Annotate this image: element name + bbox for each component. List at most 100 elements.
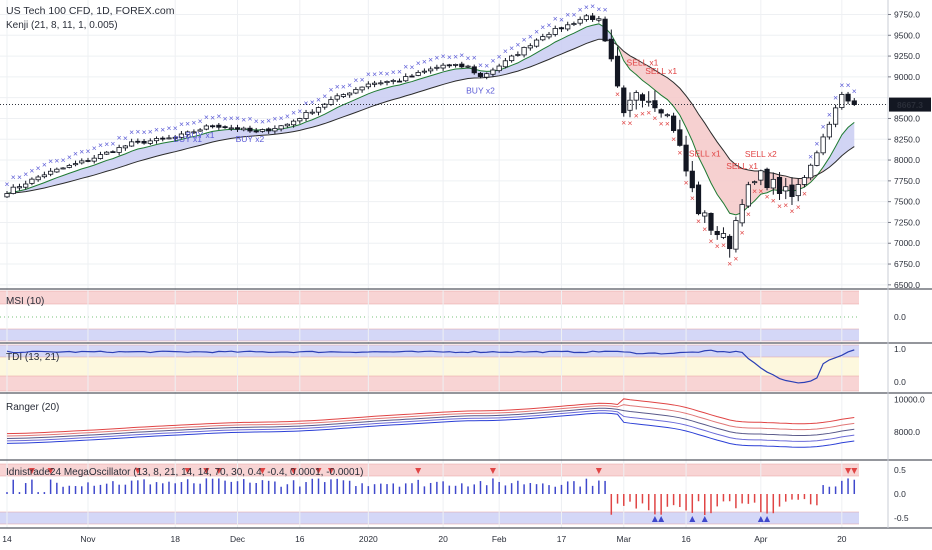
candle — [185, 130, 191, 137]
mega-oscillator-pane[interactable] — [6, 468, 858, 522]
buy-marker: × — [123, 133, 128, 143]
candle-body — [633, 92, 639, 101]
candle-body — [671, 115, 677, 131]
price-tick-label: 9750.0 — [894, 9, 920, 19]
candle-body — [135, 140, 141, 143]
buy-marker: × — [48, 156, 53, 166]
candle-body — [502, 60, 509, 68]
candle — [677, 119, 683, 147]
sell-marker: × — [783, 200, 788, 210]
candle — [695, 181, 702, 216]
candle — [465, 64, 471, 69]
candle-body — [421, 70, 428, 73]
candle — [266, 127, 272, 134]
kenji-indicator-title: Kenji (21, 8, 11, 1, 0.005) — [6, 20, 118, 31]
candle-body — [552, 28, 558, 35]
candle-body — [365, 83, 371, 88]
candle-body — [340, 94, 347, 97]
candle — [583, 14, 589, 22]
candle-body — [110, 151, 116, 154]
buy-marker: × — [459, 50, 464, 60]
price-pane[interactable]: ×× × × × × × × × × × × × × × × × ×× ×× × × × × × × × × × × × × × × × × × × ×… — [0, 1, 888, 269]
candle — [733, 216, 739, 253]
buy-marker: × — [79, 146, 84, 156]
candle-body — [234, 127, 241, 130]
ema-fast-line — [6, 23, 855, 216]
candle-body — [446, 64, 452, 67]
candle-body — [764, 168, 770, 189]
candle-body — [172, 136, 178, 139]
sell-marker: × — [690, 193, 695, 203]
indicator-band — [0, 376, 859, 391]
buy-marker: × — [23, 169, 28, 179]
candle-body — [396, 80, 403, 83]
candle-body — [241, 127, 247, 131]
candle-body — [185, 131, 191, 135]
buy-marker: × — [821, 122, 826, 132]
x-tick-label: Dec — [230, 534, 246, 544]
candle-body — [303, 112, 309, 119]
signal-label: BUY x2 — [466, 86, 495, 96]
x-tick-label: 20 — [438, 534, 448, 544]
candle — [409, 73, 415, 78]
candle-body — [41, 174, 47, 178]
candle-body — [820, 136, 826, 154]
candle — [415, 70, 421, 77]
candle — [347, 92, 353, 98]
candle — [552, 25, 558, 37]
candle — [340, 93, 347, 99]
candle — [758, 169, 764, 186]
sell-marker: × — [652, 113, 657, 123]
candle-body — [328, 99, 334, 105]
candle-body — [484, 73, 490, 78]
candle-body — [733, 220, 739, 250]
candle-body — [845, 93, 851, 102]
buy-marker: × — [29, 165, 34, 175]
signal-label: BUY x1 — [186, 130, 215, 140]
buy-marker: × — [852, 86, 857, 96]
candle — [197, 128, 203, 132]
buy-marker: × — [160, 124, 165, 134]
candle — [546, 31, 552, 40]
ranger-line — [6, 412, 855, 448]
candle-body — [29, 178, 35, 184]
candle-body — [209, 125, 216, 128]
buy-marker: × — [104, 139, 109, 149]
candle — [315, 106, 322, 116]
sell-marker: × — [646, 108, 651, 118]
price-tick-label: 8000.0 — [894, 155, 920, 165]
candle — [776, 172, 783, 200]
candle — [808, 163, 814, 181]
tdi-pane[interactable] — [6, 349, 855, 384]
candle — [509, 54, 515, 63]
candle — [739, 199, 745, 227]
candle — [216, 122, 222, 130]
buy-marker: × — [534, 26, 539, 36]
ranger-pane[interactable] — [6, 398, 855, 448]
candle-body — [608, 38, 614, 60]
buy-marker: × — [416, 58, 421, 68]
price-tick-label: 7000.0 — [894, 238, 920, 248]
buy-marker: × — [490, 56, 495, 66]
buy-marker: × — [515, 39, 520, 49]
candle-body — [808, 164, 814, 179]
buy-marker: × — [409, 62, 414, 72]
buy-marker: × — [291, 107, 296, 117]
buy-marker: × — [191, 117, 196, 127]
candle — [596, 15, 602, 23]
buy-marker: × — [391, 67, 396, 77]
mega-sell-arrow — [327, 468, 334, 474]
candle-body — [639, 94, 646, 101]
candle-body — [646, 100, 652, 103]
sell-marker: × — [709, 236, 714, 246]
indicator-band — [0, 329, 859, 341]
candle-body — [434, 66, 440, 69]
candle-body — [496, 65, 502, 72]
candle-body — [714, 231, 720, 236]
buy-marker: × — [241, 115, 246, 125]
mega-sell-arrow — [215, 468, 222, 474]
price-tick-label: 8500.0 — [894, 113, 920, 123]
candle — [533, 38, 540, 48]
candle-body — [708, 212, 714, 231]
